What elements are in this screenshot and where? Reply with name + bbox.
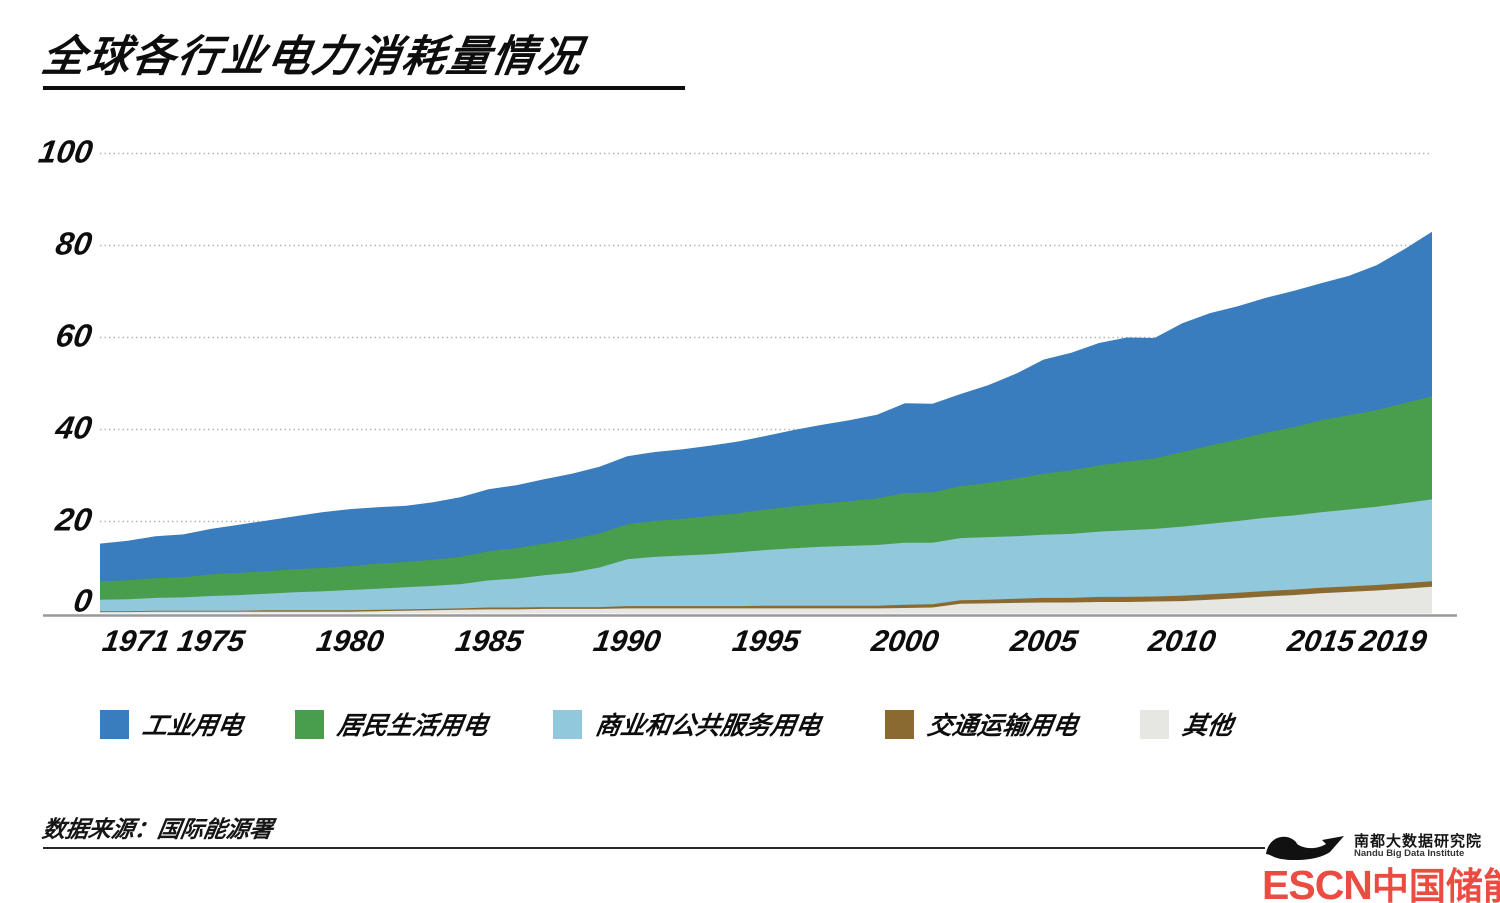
legend-swatch-transport	[885, 709, 914, 739]
x-tick-label-1990: 1990	[591, 625, 664, 658]
x-tick-label-2010: 2010	[1146, 625, 1219, 658]
legend-swatch-residential	[295, 709, 324, 739]
legend-swatch-industry	[100, 709, 129, 739]
logo-escn-text: ESCN	[1262, 862, 1373, 903]
escn-logo: 南都大数据研究院 Nandu Big Data Institute ESCN中国…	[1262, 826, 1500, 903]
legend-swatch-other	[1140, 709, 1169, 739]
logo-org-name: 南都大数据研究院	[1354, 833, 1483, 850]
legend-label-transport: 交通运输用电	[925, 712, 1080, 740]
x-tick-label-1971: 1971	[100, 625, 173, 658]
legend-label-other: 其他	[1180, 712, 1235, 740]
x-tick-label-2015: 2015	[1285, 625, 1358, 658]
x-tick-label-2019: 2019	[1357, 625, 1430, 658]
stacked-area-chart	[43, 152, 1457, 617]
legend-label-commercial: 商业和公共服务用电	[593, 712, 823, 740]
legend-swatch-commercial	[553, 709, 582, 739]
x-tick-label-1995: 1995	[730, 625, 803, 658]
title-underline	[43, 86, 685, 90]
x-tick-label-2000: 2000	[868, 625, 941, 658]
y-tick-label-0: 0	[71, 582, 95, 619]
chart-legend: 工业用电 居民生活用电 商业和公共服务用电 交通运输用电 其他	[0, 0, 1500, 740]
nandu-swoosh-icon	[1266, 836, 1344, 860]
area-commercial	[100, 499, 1432, 614]
bottom-divider	[43, 847, 1265, 849]
y-tick-label-20: 20	[53, 501, 95, 538]
logo-site-name: ESCN中国储能网	[1262, 856, 1500, 903]
logo-site-cn-text: 中国储能网	[1371, 866, 1500, 903]
legend-item-transport: 交通运输用电	[885, 706, 1080, 742]
legend-item-industry: 工业用电	[100, 706, 245, 742]
legend-item-residential: 居民生活用电	[295, 706, 490, 742]
x-tick-label-1985: 1985	[452, 625, 525, 658]
y-tick-label-80: 80	[53, 225, 95, 262]
y-tick-label-60: 60	[53, 317, 95, 354]
legend-label-industry: 工业用电	[140, 712, 245, 740]
legend-item-commercial: 商业和公共服务用电	[553, 706, 823, 742]
y-tick-label-100: 100	[35, 133, 95, 170]
source-note: 数据来源：国际能源署	[40, 816, 275, 842]
x-tick-label-2005: 2005	[1007, 625, 1080, 658]
legend-label-residential: 居民生活用电	[335, 712, 490, 740]
x-tick-label-1980: 1980	[313, 625, 386, 658]
area-other	[100, 586, 1432, 614]
x-tick-label-1975: 1975	[175, 625, 248, 658]
y-tick-label-40: 40	[53, 409, 95, 446]
logo-org-name-en: Nandu Big Data Institute	[1354, 848, 1465, 859]
legend-item-other: 其他	[1140, 706, 1235, 742]
logo-top-row: 南都大数据研究院 Nandu Big Data Institute	[1262, 828, 1481, 862]
